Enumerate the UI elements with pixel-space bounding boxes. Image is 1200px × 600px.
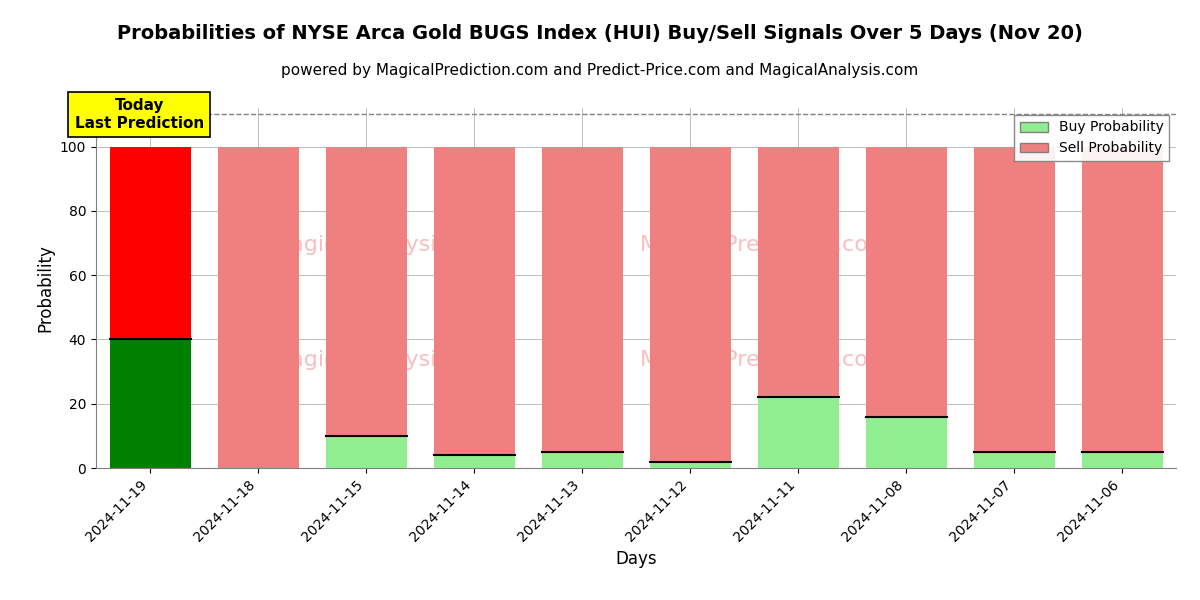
X-axis label: Days: Days: [616, 550, 656, 568]
Text: MagicalPrediction.com: MagicalPrediction.com: [641, 350, 890, 370]
Bar: [973, 452, 1055, 468]
Bar: [865, 146, 947, 416]
Text: MagicalAnalysis.com: MagicalAnalysis.com: [271, 350, 504, 370]
Bar: [541, 146, 623, 452]
Text: Today
Last Prediction: Today Last Prediction: [74, 98, 204, 131]
Y-axis label: Probability: Probability: [36, 244, 54, 332]
Bar: [433, 146, 515, 455]
Text: Probabilities of NYSE Arca Gold BUGS Index (HUI) Buy/Sell Signals Over 5 Days (N: Probabilities of NYSE Arca Gold BUGS Ind…: [118, 24, 1082, 43]
Bar: [649, 461, 731, 468]
Text: MagicalPrediction.com: MagicalPrediction.com: [641, 235, 890, 255]
Bar: [757, 397, 839, 468]
Bar: [757, 146, 839, 397]
Bar: [649, 146, 731, 461]
Bar: [217, 146, 299, 468]
Text: powered by MagicalPrediction.com and Predict-Price.com and MagicalAnalysis.com: powered by MagicalPrediction.com and Pre…: [281, 63, 919, 78]
Bar: [541, 452, 623, 468]
Bar: [433, 455, 515, 468]
Bar: [325, 436, 407, 468]
Text: MagicalAnalysis.com: MagicalAnalysis.com: [271, 235, 504, 255]
Bar: [1081, 452, 1163, 468]
Bar: [973, 146, 1055, 452]
Bar: [109, 146, 191, 340]
Legend: Buy Probability, Sell Probability: Buy Probability, Sell Probability: [1014, 115, 1169, 161]
Bar: [1081, 146, 1163, 452]
Bar: [865, 416, 947, 468]
Bar: [109, 340, 191, 468]
Bar: [325, 146, 407, 436]
